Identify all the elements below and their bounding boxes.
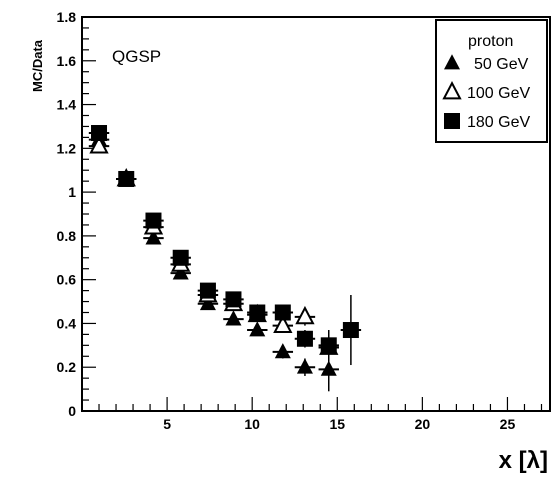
y-tick-label: 0.4 bbox=[57, 315, 77, 331]
legend-label-50-gev: 50 GeV bbox=[474, 56, 529, 73]
data-point bbox=[225, 310, 242, 326]
data-point bbox=[172, 249, 189, 266]
data-point bbox=[273, 314, 293, 334]
x-axis-ticks bbox=[98, 397, 543, 411]
legend-label-180-gev: 180 GeV bbox=[467, 114, 530, 131]
series-180-gev bbox=[88, 125, 362, 366]
data-point bbox=[295, 305, 315, 325]
data-point bbox=[296, 358, 313, 374]
x-tick-label: 25 bbox=[500, 416, 516, 432]
data-point bbox=[225, 291, 242, 308]
data-point bbox=[249, 304, 266, 321]
data-point bbox=[320, 337, 337, 354]
y-tick-label: 1.8 bbox=[57, 9, 77, 25]
data-point bbox=[172, 264, 189, 280]
data-point bbox=[320, 360, 337, 376]
y-axis-label: MC/Data bbox=[30, 39, 45, 92]
x-axis-label: x [λ] bbox=[499, 447, 548, 474]
legend-title: proton bbox=[468, 33, 513, 50]
y-tick-label: 0.8 bbox=[57, 228, 77, 244]
legend-label-100-gev: 100 GeV bbox=[467, 85, 530, 102]
data-point bbox=[249, 321, 266, 337]
x-tick-label: 5 bbox=[163, 416, 171, 432]
x-tick-label: 10 bbox=[244, 416, 260, 432]
series-100-gev bbox=[88, 135, 339, 359]
legend-entries: 50 GeV 100 GeV 180 GeV bbox=[442, 54, 530, 131]
data-point bbox=[145, 229, 162, 245]
legend: proton 50 GeV 100 GeV 180 GeV bbox=[435, 19, 548, 143]
y-axis-tick-labels: 0 0.2 0.4 0.6 0.8 1 1.2 1.4 1.6 1.8 bbox=[57, 9, 77, 419]
y-tick-label: 0.2 bbox=[57, 359, 77, 375]
data-point bbox=[274, 304, 291, 321]
x-axis-tick-labels: 5 10 15 20 25 bbox=[163, 416, 515, 432]
y-tick-label: 1.6 bbox=[57, 53, 77, 69]
data-point bbox=[118, 170, 135, 187]
model-annotation: QGSP bbox=[112, 47, 161, 66]
data-point bbox=[199, 282, 216, 299]
y-tick-label: 1.2 bbox=[57, 140, 77, 156]
data-point bbox=[145, 212, 162, 229]
x-tick-label: 20 bbox=[415, 416, 431, 432]
data-point bbox=[342, 322, 359, 339]
y-tick-label: 0.6 bbox=[57, 272, 77, 288]
data-point bbox=[199, 294, 216, 311]
data-point bbox=[91, 125, 108, 142]
series-50-gev bbox=[88, 130, 339, 392]
data-points bbox=[88, 125, 362, 392]
data-point bbox=[296, 330, 313, 347]
x-tick-label: 15 bbox=[329, 416, 345, 432]
legend-marker-100-gev bbox=[442, 81, 462, 100]
y-tick-label: 1.4 bbox=[57, 97, 77, 113]
y-tick-label: 1 bbox=[68, 184, 76, 200]
data-point bbox=[89, 135, 109, 154]
y-tick-label: 0 bbox=[68, 403, 76, 419]
y-axis-ticks bbox=[82, 16, 96, 412]
data-point bbox=[274, 343, 291, 359]
legend-marker-50-gev bbox=[444, 54, 460, 70]
legend-marker-180-gev bbox=[444, 113, 460, 129]
